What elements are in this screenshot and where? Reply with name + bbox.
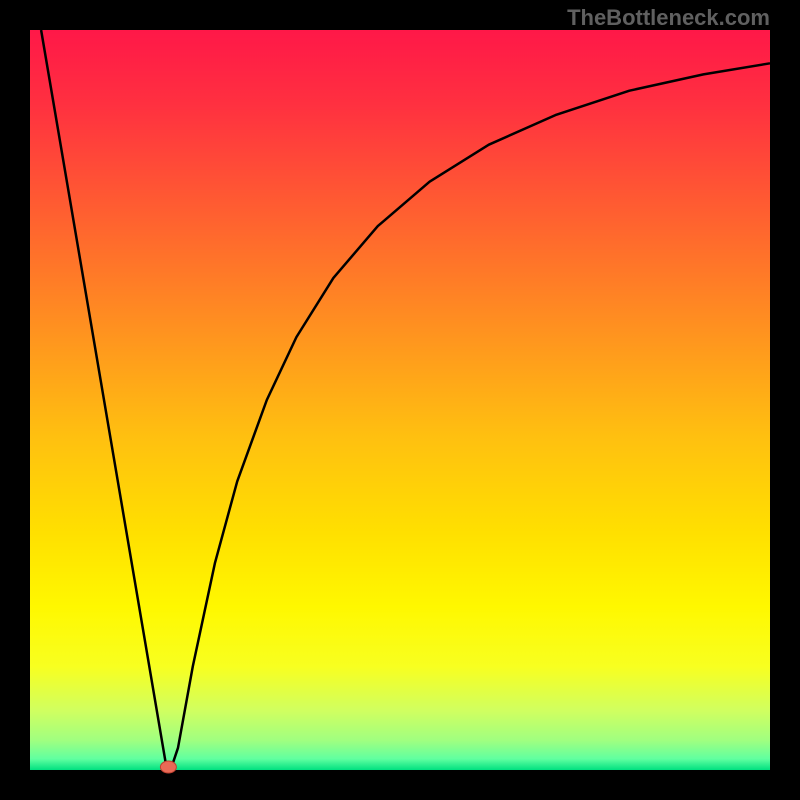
watermark-text: TheBottleneck.com — [567, 5, 770, 31]
plot-background — [30, 30, 770, 770]
optimal-marker — [160, 761, 176, 773]
chart-svg — [0, 0, 800, 800]
chart-container: TheBottleneck.com — [0, 0, 800, 800]
